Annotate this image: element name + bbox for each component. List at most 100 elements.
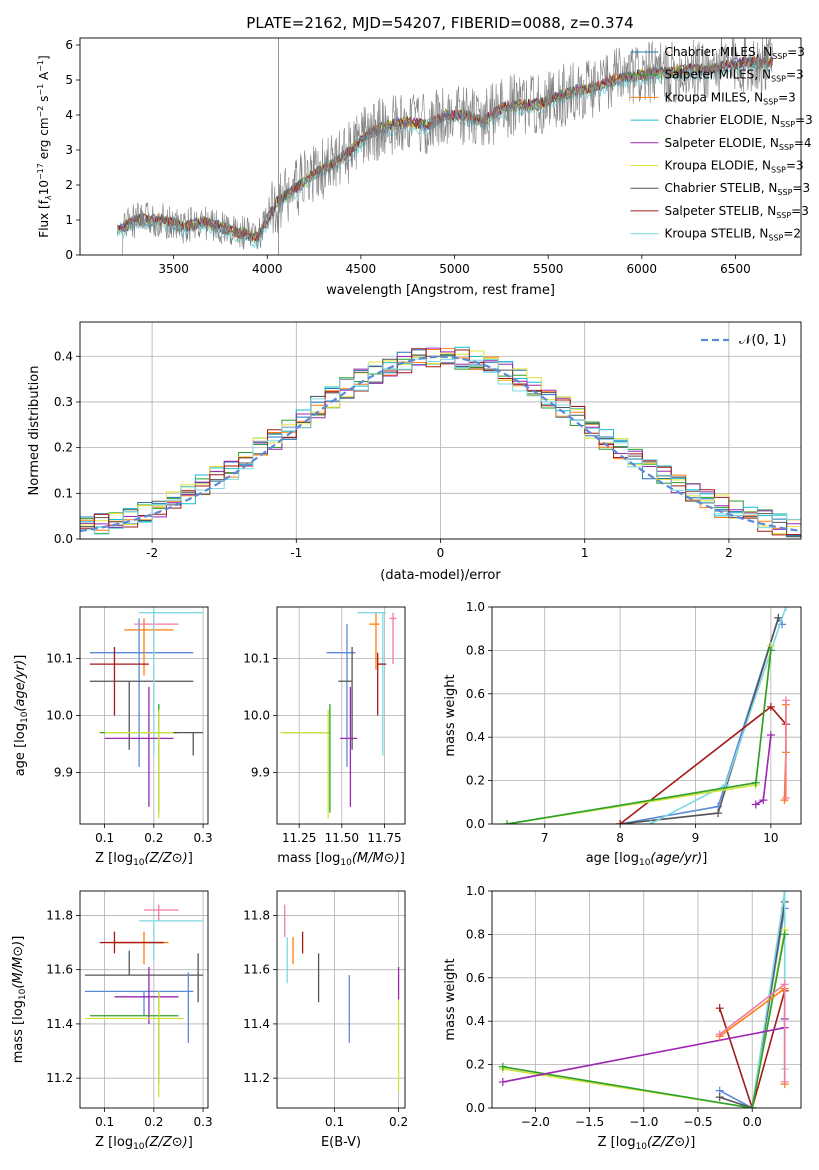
- y-axis-label: mass weight: [443, 958, 458, 1040]
- errorbar-point: [84, 990, 194, 1016]
- errorbar-point: [84, 950, 204, 976]
- x-tick-label: 11.50: [325, 831, 359, 845]
- x-tick-label: 4000: [252, 262, 283, 276]
- x-tick-label: 5000: [439, 262, 470, 276]
- legend-label: Salpeter MILES, NSSP=3: [664, 68, 803, 84]
- y-tick-label: 10.1: [243, 651, 270, 665]
- axes-frame: [276, 606, 406, 825]
- x-tick-label: 0.1: [95, 831, 114, 845]
- y-tick-label: 9.9: [54, 766, 73, 780]
- axes-frame: [79, 606, 209, 825]
- y-tick-label: 0.2: [466, 1058, 485, 1072]
- weight-marker: [766, 646, 775, 655]
- errorbar-point: [389, 612, 397, 665]
- errorbar-point: [357, 612, 387, 756]
- y-tick-label: 11.2: [46, 1071, 73, 1085]
- legend-label: 𝒩(0, 1): [739, 333, 786, 348]
- weight-marker: [715, 1093, 724, 1102]
- histogram-series: [80, 350, 801, 535]
- weight-marker: [766, 731, 775, 740]
- weight-marker: [646, 820, 655, 824]
- spectrum-lines: [117, 38, 773, 255]
- y-tick-label: 0: [65, 248, 73, 262]
- x-tick-label: 0.3: [194, 831, 213, 845]
- weight-series: [719, 901, 786, 1108]
- weight-marker: [781, 793, 790, 802]
- panel-spectrum: 3500 4000 4500 5000 5500 6000 6500 0 1 2 3 4 5 6 wavel…: [36, 37, 813, 298]
- x-tick-label: 11.25: [282, 831, 316, 845]
- errorbar-point: [280, 709, 329, 819]
- errorbar-point: [89, 618, 194, 767]
- x-tick-label: −2.0: [521, 1115, 550, 1129]
- panel-weight-vs-age: 7 8 9 10 0.0 0.2 0.4 0.6 0.8 1.0 age [log10(age/yr…: [443, 600, 802, 868]
- errorbar-point: [338, 646, 353, 750]
- y-tick-label: 0.2: [54, 441, 73, 455]
- y-tick-label: 10.1: [46, 651, 73, 665]
- histogram-series: [80, 354, 801, 538]
- panel-weight-vs-Z: −2.0 −1.5 −1.0 −0.5 0.0 0.0 0.2 0.4 0.6 0.8 1.0 Z […: [443, 884, 802, 1152]
- weight-marker: [780, 1077, 789, 1086]
- x-tick-label: 7: [541, 831, 549, 845]
- panel-mass-vs-Z: 0.1 0.2 0.3 11.2 11.4 11.6 11.8 Z [log10(Z/Z⊙)]…: [11, 890, 213, 1152]
- y-tick-label: 6: [65, 38, 73, 52]
- weight-marker: [766, 702, 775, 711]
- x-tick-label: 0.2: [144, 1115, 163, 1129]
- errorbar-point: [99, 931, 164, 954]
- legend-label: Chabrier MILES, NSSP=3: [664, 45, 804, 61]
- errorbar-point: [377, 652, 387, 716]
- legend-label: Chabrier ELODIE, NSSP=3: [664, 113, 812, 129]
- y-tick-label: 11.2: [243, 1071, 270, 1085]
- weight-marker: [780, 891, 789, 895]
- y-tick-label: 0.2: [466, 774, 485, 788]
- axes-frame: [79, 37, 802, 256]
- panel-mass-vs-EBV: 0.1 0.2 11.2 11.4 11.6 11.8 E(B-V): [243, 890, 408, 1150]
- panel-age-vs-mass: 11.25 11.50 11.75 9.9 10.0 10.1 mass [log10(M/…: [243, 606, 406, 868]
- x-axis-label: Z [log10(Z/Z⊙)]: [598, 1135, 696, 1152]
- y-tick-label: 1.0: [466, 600, 485, 614]
- weight-marker: [715, 1030, 724, 1039]
- y-tick-label: 1.0: [466, 884, 485, 898]
- y-tick-label: 0.3: [54, 395, 73, 409]
- errorbar-point: [369, 612, 380, 670]
- legend-label: Kroupa STELIB, NSSP=2: [664, 227, 801, 243]
- weight-marker: [498, 1062, 507, 1071]
- legend-label: Kroupa MILES, NSSP=3: [664, 90, 795, 106]
- y-tick-label: 3: [65, 143, 73, 157]
- gaussian-curve: [80, 355, 801, 533]
- y-tick-label: 0.8: [466, 643, 485, 657]
- x-tick-label: 2: [725, 546, 733, 560]
- y-tick-label: 11.4: [243, 1017, 270, 1031]
- x-tick-label: −1.5: [575, 1115, 604, 1129]
- x-axis-label: mass [log10(M/M⊙)]: [277, 851, 405, 868]
- y-tick-label: 0.0: [466, 1101, 485, 1115]
- weight-marker: [616, 820, 625, 824]
- x-tick-label: 9: [692, 831, 700, 845]
- weight-marker: [781, 696, 790, 705]
- y-axis-label: mass [log10(M/M⊙)]: [11, 936, 28, 1064]
- y-tick-label: 11.6: [46, 963, 73, 977]
- weight-lines: [498, 891, 789, 1108]
- axes-frame: [79, 890, 209, 1109]
- y-tick-label: 11.4: [46, 1017, 73, 1031]
- weight-marker: [748, 1104, 757, 1108]
- y-tick-label: 0.6: [466, 687, 485, 701]
- y-tick-label: 11.8: [243, 908, 270, 922]
- errorbar-point: [84, 991, 184, 1098]
- y-tick-label: 2: [65, 178, 73, 192]
- axes-frame: [491, 890, 802, 1109]
- x-tick-label: 0.2: [144, 831, 163, 845]
- panel-residuals: -2 -1 0 1 2 0.0 0.1 0.2 0.3 0.4 (data-model)/error…: [27, 321, 802, 583]
- histogram-series: [80, 358, 801, 535]
- y-tick-label: 9.9: [251, 766, 270, 780]
- y-tick-label: 10.0: [46, 709, 73, 723]
- y-tick-label: 0.0: [466, 817, 485, 831]
- errorbar-point: [89, 646, 149, 716]
- x-tick-label: -1: [290, 546, 302, 560]
- errorbars: [84, 904, 204, 1098]
- x-tick-label: 0.1: [325, 1115, 344, 1129]
- weight-marker: [751, 800, 760, 809]
- x-tick-label: 8: [616, 831, 624, 845]
- x-tick-label: −1.0: [629, 1115, 658, 1129]
- panel-age-vs-Z: 0.1 0.2 0.3 9.9 10.0 10.1 Z [log10(Z/Z⊙)] age […: [13, 606, 213, 868]
- y-tick-label: 0.6: [466, 971, 485, 985]
